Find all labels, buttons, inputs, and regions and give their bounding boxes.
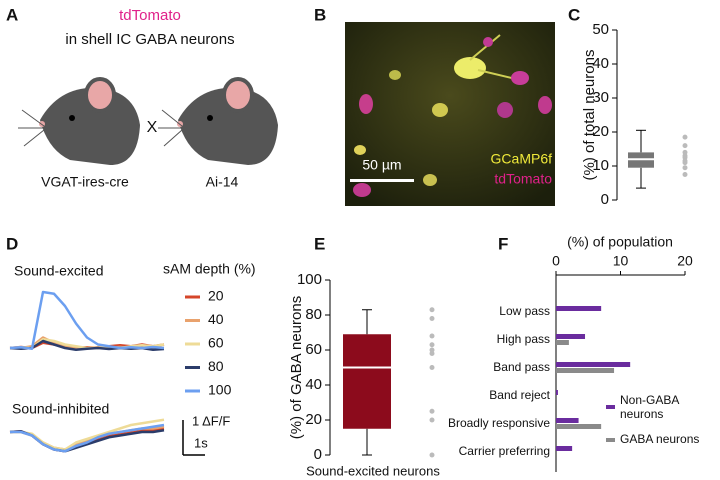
legend-swatch: [606, 405, 615, 409]
y-tick-label: Band reject: [489, 388, 550, 402]
y-tick-label: 30: [592, 89, 609, 106]
panel-label: D: [6, 234, 18, 253]
y-tick-label: High pass: [497, 332, 550, 346]
channel-label: GCaMP6f: [491, 151, 553, 167]
scale-bar-label: 50 µm: [362, 157, 401, 173]
data-point: [429, 452, 435, 458]
y-axis-label: (%) of GABA neurons: [288, 296, 305, 439]
trace-title: Sound-inhibited: [12, 401, 109, 417]
y-tick-label: 80: [305, 306, 322, 323]
y-tick-label: Broadly responsive: [448, 416, 550, 430]
data-point: [429, 333, 435, 339]
y-tick-label: 50: [592, 21, 609, 38]
y-tick-label: 100: [297, 271, 322, 288]
y-tick-label: 20: [592, 123, 609, 140]
legend-title: sAM depth (%): [163, 261, 256, 277]
legend-entry: Non-GABA neurons: [620, 393, 679, 421]
channel-label: tdTomato: [494, 171, 552, 187]
trace: [10, 423, 165, 453]
scale-bar-label: 1 ΔF/F: [192, 413, 230, 428]
x-tick-label: 10: [613, 253, 629, 269]
legend-label: 100: [208, 382, 232, 398]
cross: X: [147, 119, 158, 136]
data-point: [682, 143, 688, 149]
legend-label: GABA neurons: [620, 432, 700, 446]
data-point: [429, 316, 435, 321]
legend-swatch: [606, 438, 615, 442]
y-tick-label: 40: [305, 376, 322, 393]
y-tick-label: 40: [592, 55, 609, 72]
legend-label: 60: [208, 335, 224, 351]
data-point: [682, 165, 688, 171]
panel-label: B: [314, 5, 326, 24]
x-axis-label: Sound-excited neurons: [306, 463, 440, 478]
mouse-left: [18, 77, 140, 165]
box: [343, 334, 391, 429]
data-point: [682, 134, 688, 140]
y-tick-label: 0: [314, 446, 322, 463]
data-point: [429, 408, 435, 414]
subtitle: in shell IC GABA neurons: [65, 31, 234, 48]
bar: [556, 424, 602, 429]
panel-label: F: [498, 234, 508, 253]
x-tick-label: 0: [552, 253, 560, 269]
data-point: [429, 351, 435, 356]
data-point: [682, 172, 688, 177]
strain-label: VGAT-ires-cre: [41, 174, 129, 190]
y-tick-label: Band pass: [493, 360, 550, 374]
trace: [9, 290, 165, 350]
highlight: tdTomato: [119, 7, 181, 24]
scale-bar-label: 1s: [194, 435, 208, 450]
bar: [556, 390, 558, 395]
trace-title: Sound-excited: [14, 263, 104, 279]
bar: [556, 368, 615, 373]
legend-entry: GABA neurons: [620, 432, 700, 446]
panel-label: A: [6, 5, 18, 24]
data-point: [429, 365, 435, 370]
bar: [556, 418, 579, 423]
bar: [556, 362, 631, 367]
y-axis-label: (%) of total neurons: [581, 50, 598, 181]
strain-label: Ai-14: [206, 174, 239, 190]
bar: [556, 340, 569, 345]
bar: [556, 334, 586, 339]
y-tick-label: 60: [305, 341, 322, 358]
legend-label: 40: [208, 311, 224, 327]
x-axis-label: (%) of population: [567, 234, 673, 250]
y-tick-label: 20: [305, 411, 322, 428]
data-point: [429, 347, 435, 353]
bar: [556, 446, 573, 451]
panel-label: C: [568, 5, 580, 24]
panel-label: E: [314, 234, 325, 253]
legend-label: Non-GABA neurons: [620, 393, 679, 421]
y-tick-label: Carrier preferring: [459, 444, 550, 458]
trace: [10, 418, 165, 451]
data-point: [429, 307, 435, 313]
y-tick-label: 0: [601, 191, 609, 208]
micrograph: [345, 22, 555, 206]
y-tick-label: Low pass: [499, 304, 550, 318]
x-tick-label: 20: [677, 253, 693, 269]
y-tick-label: 10: [592, 157, 609, 174]
data-point: [429, 342, 435, 348]
bar: [556, 306, 602, 311]
legend-label: 20: [208, 288, 224, 304]
mouse-right: [158, 77, 278, 165]
data-point: [429, 417, 435, 423]
data-point: [682, 160, 688, 166]
legend-label: 80: [208, 358, 224, 374]
